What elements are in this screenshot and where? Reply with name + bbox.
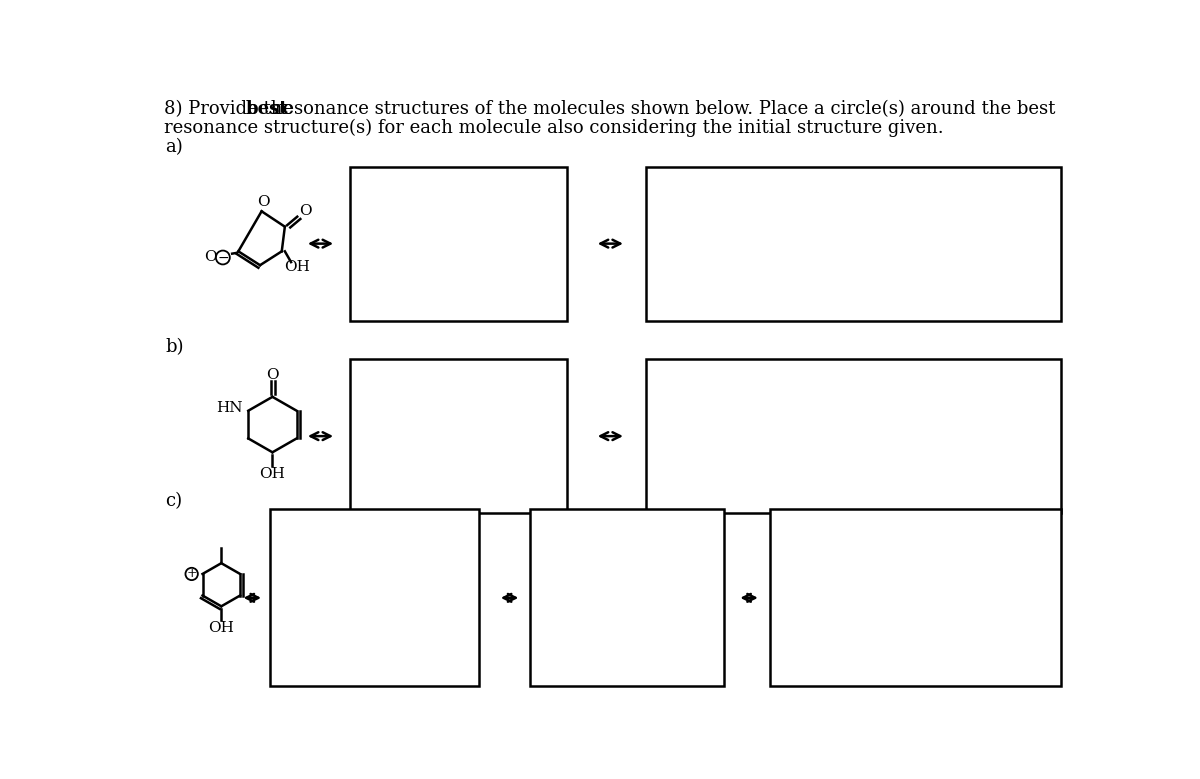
Text: O: O	[204, 251, 217, 265]
Text: −: −	[217, 251, 229, 265]
Bar	[646, 359, 1061, 513]
Text: b): b)	[166, 338, 184, 356]
Text: O: O	[299, 204, 311, 218]
Text: OH: OH	[209, 621, 234, 635]
Bar	[646, 167, 1061, 321]
Text: resonance structure(s) for each molecule also considering the initial structure : resonance structure(s) for each molecule…	[164, 119, 943, 137]
Text: +: +	[186, 567, 197, 580]
Bar	[529, 509, 724, 686]
Bar	[770, 509, 1061, 686]
Bar	[350, 359, 566, 513]
Text: O: O	[266, 368, 278, 382]
Text: best: best	[246, 100, 289, 118]
Text: a): a)	[166, 138, 184, 156]
Text: c): c)	[166, 492, 182, 510]
Text: OH: OH	[259, 467, 286, 481]
Text: HN: HN	[216, 401, 242, 415]
Bar	[270, 509, 479, 686]
Text: O: O	[257, 195, 270, 209]
Text: resonance structures of the molecules shown below. Place a circle(s) around the : resonance structures of the molecules sh…	[269, 100, 1055, 118]
Text: 8) Provide the: 8) Provide the	[164, 100, 299, 118]
Text: OH: OH	[284, 259, 310, 273]
Bar	[350, 167, 566, 321]
